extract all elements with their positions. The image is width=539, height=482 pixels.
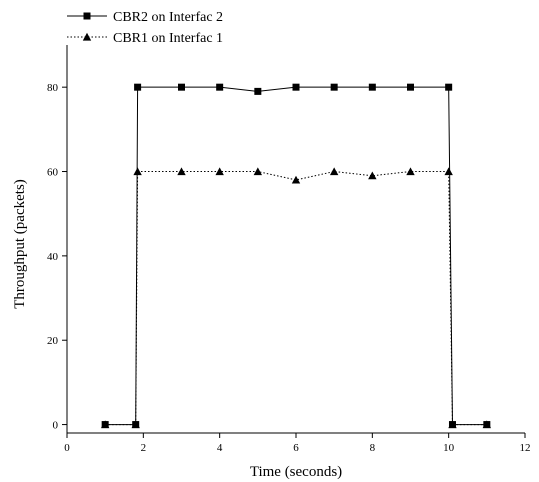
data-point: [178, 83, 185, 91]
series-line: [105, 86, 487, 426]
data-point: [444, 167, 453, 176]
data-point: [131, 420, 140, 429]
data-point: [329, 167, 339, 176]
x-tick-label: 4: [217, 442, 223, 454]
series-cbr1: [100, 167, 492, 429]
data-point: [177, 167, 186, 176]
data-point: [368, 83, 376, 91]
x-tick-label: 2: [141, 442, 147, 454]
y-axis-ticks: 0 20 40 60 80: [47, 82, 67, 432]
data-point: [134, 83, 142, 91]
y-tick-label: 60: [47, 167, 59, 179]
x-tick-label: 12: [520, 442, 531, 454]
data-point: [100, 420, 110, 429]
plot-series: [100, 83, 492, 429]
x-tick-label: 6: [293, 442, 299, 454]
data-point: [216, 83, 224, 91]
data-point: [448, 420, 457, 429]
legend-label-cbr1: CBR1 on Interfac 1: [113, 31, 223, 46]
data-point: [445, 83, 453, 91]
data-point: [253, 167, 263, 176]
data-point: [407, 83, 414, 91]
data-point: [406, 167, 415, 176]
axes: 0 2 4 6 8 10 12 0 20 40 60 80: [47, 45, 531, 454]
data-point: [215, 167, 224, 176]
data-point: [292, 83, 300, 91]
x-tick-label: 10: [443, 442, 455, 454]
y-tick-label: 0: [53, 420, 59, 432]
legend-label-cbr2: CBR2 on Interfac 2: [113, 10, 223, 25]
legend-marker-triangle-icon: [82, 32, 92, 41]
series-cbr2: [101, 83, 491, 429]
x-axis-ticks: 0 2 4 6 8 10 12: [64, 433, 531, 454]
square-marker-icon: [83, 12, 91, 20]
series-line: [105, 171, 487, 426]
y-tick-label: 40: [47, 251, 59, 263]
data-point: [291, 175, 301, 184]
x-axis-title: Time (seconds): [250, 464, 342, 480]
y-tick-label: 80: [47, 82, 59, 94]
data-point: [330, 83, 338, 91]
x-tick-label: 0: [64, 442, 70, 454]
triangle-marker-icon: [82, 32, 92, 41]
legend: CBR2 on Interfac 2 CBR1 on Interfac 1: [67, 10, 223, 46]
legend-marker-square-icon: [83, 12, 91, 20]
data-point: [482, 420, 492, 429]
y-tick-label: 20: [47, 335, 59, 347]
x-tick-label: 8: [370, 442, 376, 454]
data-point: [368, 171, 377, 180]
data-point: [133, 167, 142, 176]
data-point: [254, 87, 262, 95]
y-axis-title: Throughput (packets): [12, 179, 28, 309]
